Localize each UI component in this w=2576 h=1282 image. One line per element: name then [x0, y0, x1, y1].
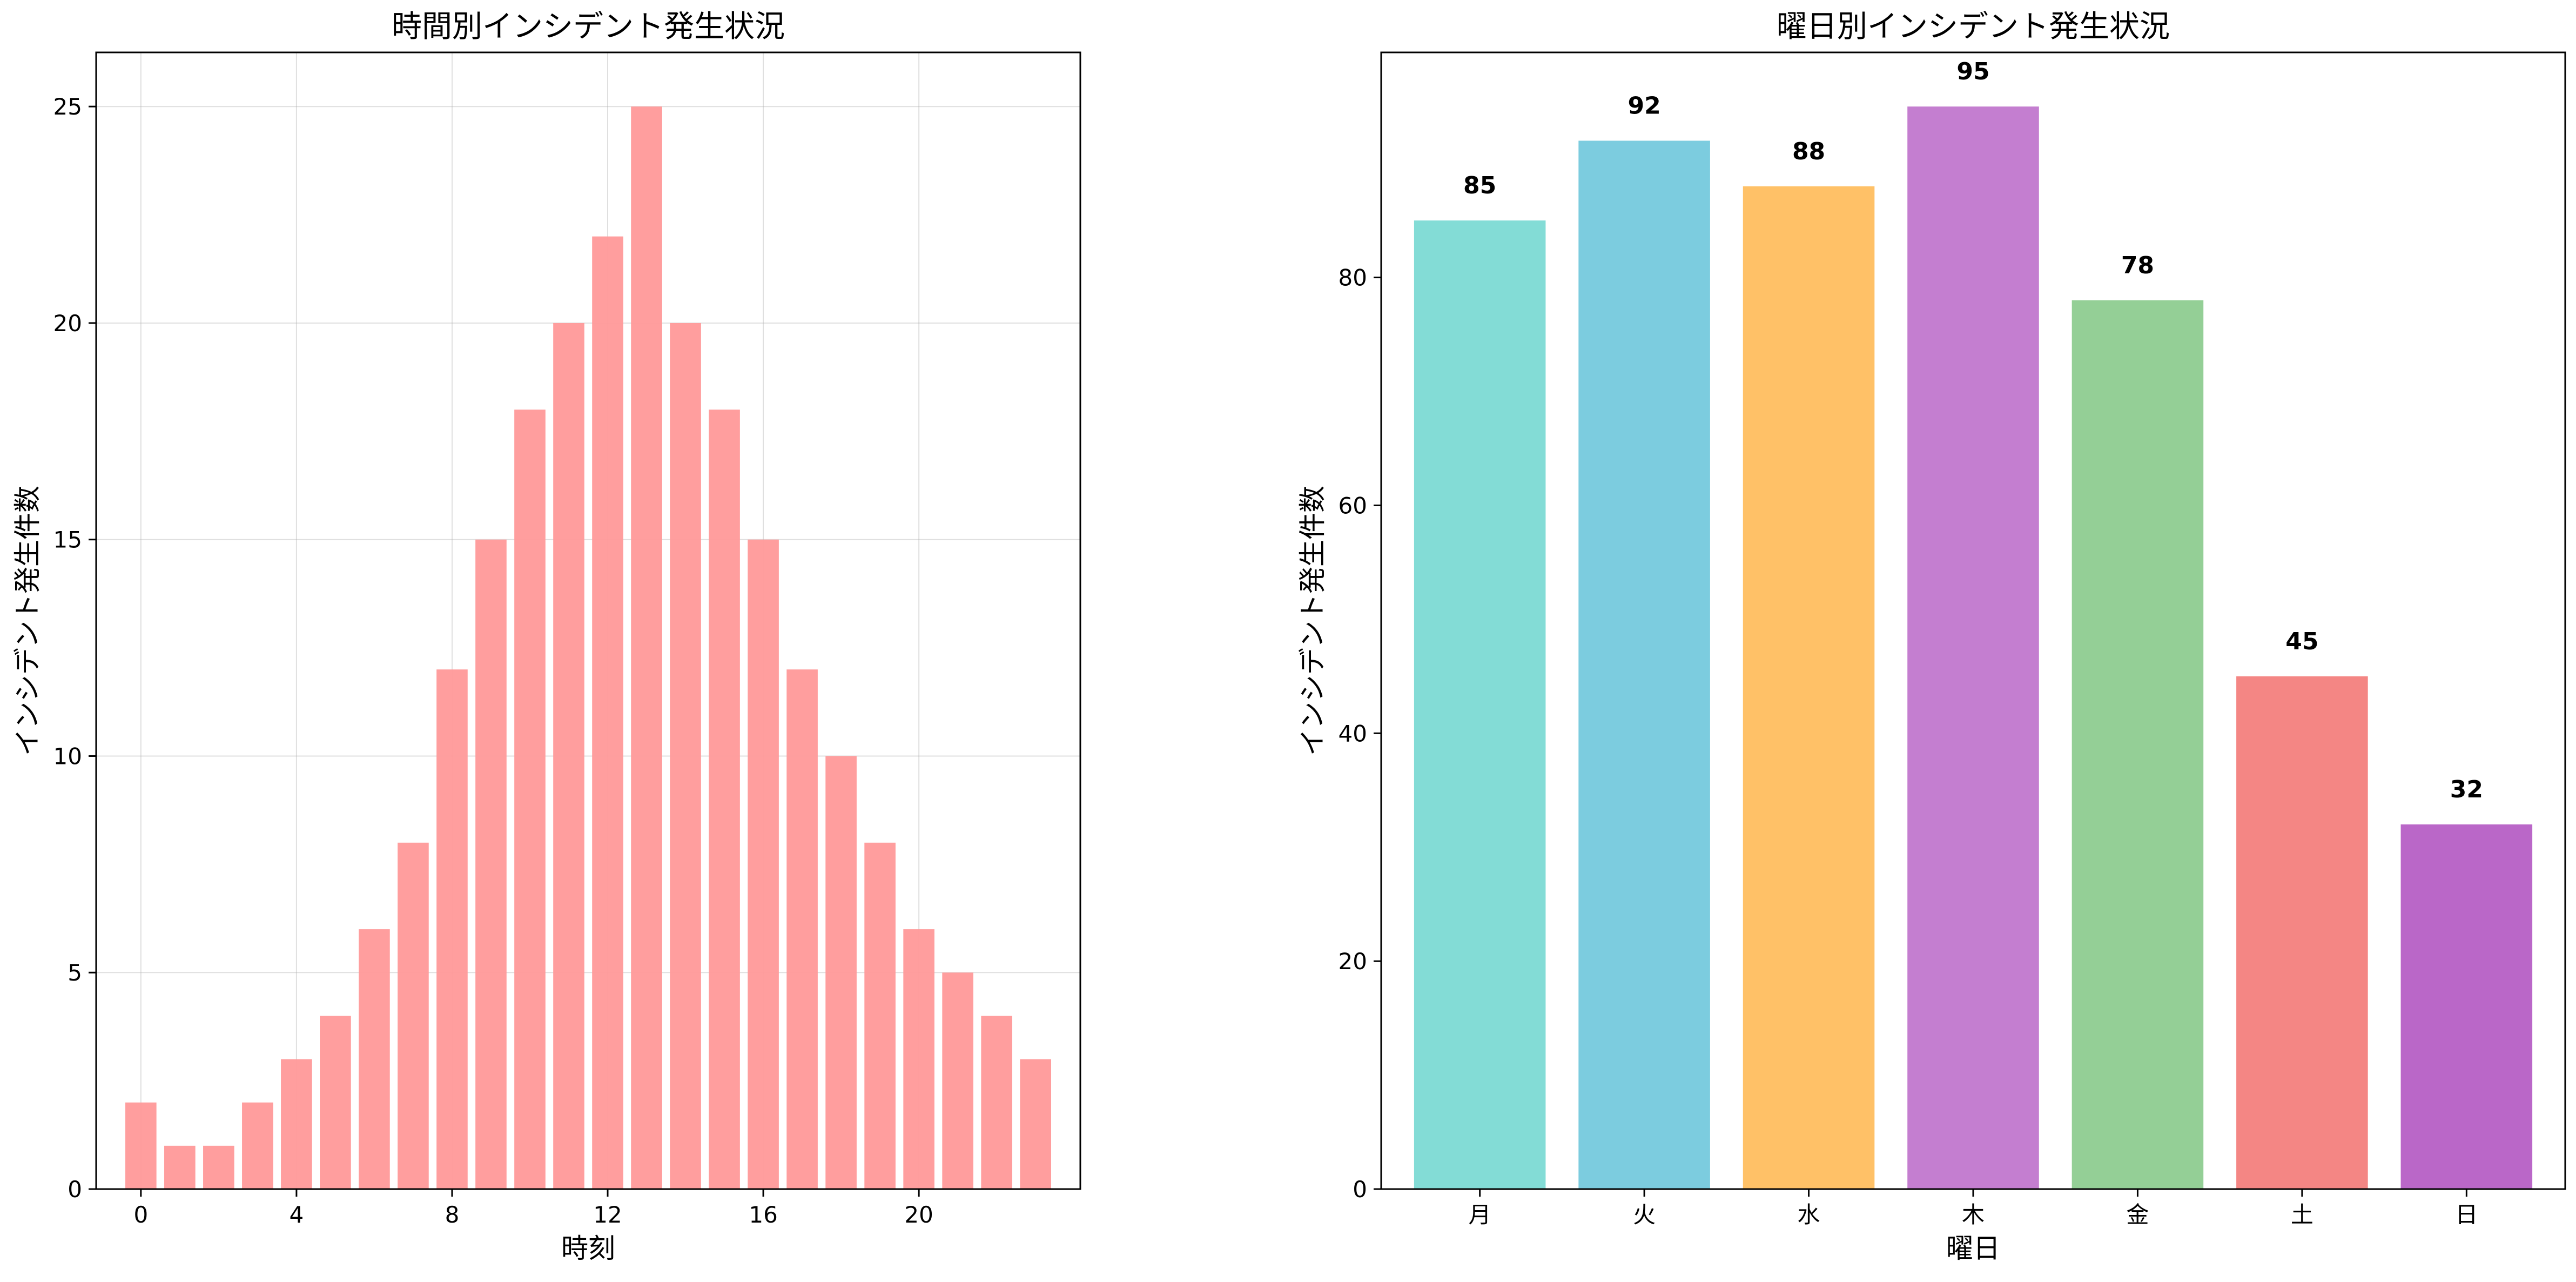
- hourly-x-tick-label: 0: [133, 1202, 148, 1228]
- weekday-plot-frame: [1380, 51, 2566, 1190]
- hourly-bar-0: [125, 1102, 157, 1189]
- hourly-bar-3: [242, 1102, 273, 1189]
- weekday-y-tick-label: 40: [1339, 720, 1367, 747]
- hourly-bar-2: [203, 1145, 234, 1189]
- weekday-y-tick-label: 20: [1339, 948, 1367, 975]
- weekday-y-axis-label: インシデント発生件数: [1297, 486, 1328, 756]
- hourly-bar-12: [592, 236, 623, 1190]
- hourly-incidents-chart: 時間別インシデント発生状況 時刻 インシデント発生件数 0 4 8 12 16 20 0 5…: [12, 9, 1081, 1264]
- hourly-bar-13: [631, 106, 662, 1190]
- weekday-y-ticks: 0 20 40 60 80: [1339, 265, 1381, 1203]
- hourly-bars: [125, 106, 1051, 1190]
- hourly-chart-title: 時間別インシデント発生状況: [392, 9, 785, 44]
- hourly-x-ticks: 0 4 8 12 16 20: [133, 1189, 933, 1228]
- hourly-x-axis-label: 時刻: [561, 1233, 615, 1264]
- weekday-data-label: 88: [1792, 138, 1825, 165]
- hourly-x-tick-label: 16: [749, 1202, 777, 1228]
- hourly-x-tick-label: 4: [290, 1202, 304, 1228]
- hourly-bar-1: [164, 1145, 196, 1189]
- hourly-x-tick-label: 20: [904, 1202, 933, 1228]
- hourly-bar-22: [981, 1016, 1012, 1189]
- hourly-y-tick-label: 0: [68, 1176, 82, 1203]
- hourly-y-axis-label: インシデント発生件数: [12, 486, 43, 756]
- weekday-x-tick-label: 金: [2126, 1202, 2149, 1228]
- weekday-data-label: 45: [2285, 628, 2318, 655]
- weekday-bar-6: [2400, 824, 2533, 1189]
- weekday-chart-title: 曜日別インシデント発生状況: [1777, 9, 2170, 44]
- weekday-bars: [1414, 106, 2533, 1190]
- hourly-bar-5: [320, 1016, 351, 1189]
- hourly-y-tick-label: 10: [53, 743, 82, 769]
- hourly-bar-9: [475, 539, 507, 1189]
- hourly-bar-8: [436, 669, 468, 1189]
- hourly-bar-17: [786, 669, 818, 1189]
- hourly-bar-6: [359, 929, 390, 1189]
- hourly-y-tick-label: 25: [53, 93, 82, 120]
- hourly-bar-20: [903, 929, 934, 1189]
- weekday-data-label: 92: [1627, 92, 1660, 119]
- hourly-bar-11: [553, 323, 584, 1189]
- hourly-bar-7: [398, 842, 429, 1189]
- weekday-x-tick-label: 木: [1962, 1202, 1985, 1228]
- hourly-y-tick-label: 5: [68, 959, 82, 986]
- hourly-bar-21: [942, 972, 973, 1189]
- weekday-data-labels: 85 92 88 95 78 45 32: [1463, 58, 2483, 803]
- hourly-bar-14: [670, 323, 701, 1189]
- weekday-bar-5: [2236, 676, 2368, 1189]
- weekday-x-tick-label: 土: [2291, 1202, 2313, 1228]
- weekday-bar-1: [1578, 140, 1710, 1190]
- hourly-x-tick-label: 12: [593, 1202, 622, 1228]
- hourly-x-tick-label: 8: [445, 1202, 460, 1228]
- weekday-bar-0: [1414, 220, 1546, 1189]
- hourly-y-tick-label: 20: [53, 310, 82, 337]
- weekday-data-label: 85: [1463, 172, 1496, 199]
- weekday-x-tick-label: 月: [1469, 1202, 1491, 1228]
- hourly-bar-10: [514, 410, 546, 1190]
- weekday-x-tick-label: 火: [1633, 1202, 1656, 1228]
- hourly-bar-15: [709, 410, 740, 1190]
- weekday-data-label: 32: [2450, 776, 2483, 803]
- hourly-bar-4: [281, 1059, 312, 1189]
- weekday-y-tick-label: 0: [1353, 1176, 1367, 1203]
- weekday-y-tick-label: 80: [1339, 265, 1367, 291]
- hourly-bar-19: [864, 842, 896, 1189]
- weekday-x-axis-label: 曜日: [1946, 1233, 2000, 1264]
- weekday-bar-3: [1907, 106, 2039, 1190]
- hourly-bar-23: [1020, 1059, 1051, 1189]
- hourly-y-tick-label: 15: [53, 527, 82, 553]
- weekday-bar-2: [1743, 186, 1875, 1189]
- weekday-x-tick-label: 水: [1798, 1202, 1820, 1228]
- hourly-bar-16: [748, 539, 779, 1189]
- hourly-y-ticks: 0 5 10 15 20 25: [53, 93, 96, 1203]
- weekday-x-ticks: 月火水木金土日: [1469, 1189, 2478, 1228]
- weekday-bar-4: [2071, 300, 2204, 1190]
- weekday-data-label: 95: [1956, 58, 1989, 85]
- hourly-plot-frame: [95, 51, 1081, 1190]
- hourly-bar-18: [825, 756, 857, 1189]
- weekday-data-label: 78: [2121, 252, 2154, 279]
- weekday-x-tick-label: 日: [2455, 1202, 2478, 1228]
- weekday-y-tick-label: 60: [1339, 492, 1367, 519]
- weekday-incidents-chart: 曜日別インシデント発生状況 曜日 インシデント発生件数 85 92 88 95 78 45…: [1297, 9, 2566, 1264]
